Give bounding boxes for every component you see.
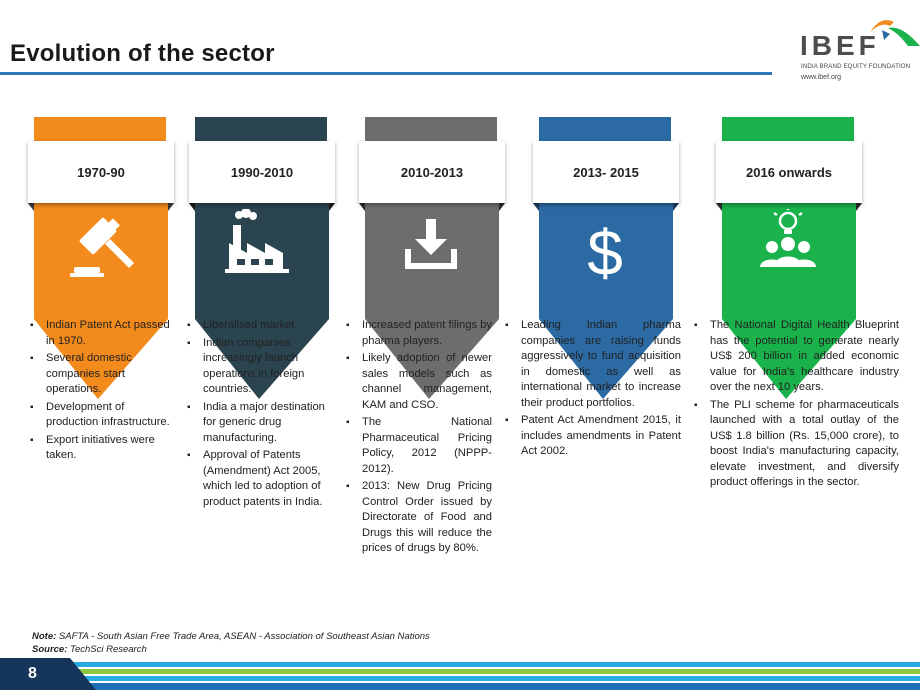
svg-text:$: $	[587, 217, 623, 281]
bullet-item: Several domestic companies start operati…	[30, 351, 176, 398]
logo-url: www.ibef.org	[801, 74, 842, 81]
download-icon	[405, 219, 457, 269]
source-text: TechSci Research	[67, 644, 147, 655]
period-label: 1970-90	[77, 164, 125, 180]
bullet-item: Liberalised market.	[187, 318, 333, 334]
page-title: Evolution of the sector	[10, 40, 275, 67]
column-arrow-shape	[359, 203, 505, 399]
bullet-item: The PLI scheme for pharmaceuticals launc…	[694, 398, 899, 491]
column-top-bar	[34, 117, 166, 141]
ibef-bird-icon	[870, 20, 920, 46]
column-top-bar	[365, 117, 497, 141]
gavel-icon	[70, 217, 135, 277]
source-label: Source:	[32, 644, 68, 655]
period-card: 2016 onwards	[716, 141, 862, 203]
column-arrow-shape	[28, 203, 174, 399]
period-label: 2013- 2015	[573, 164, 639, 180]
bullet-item: India a major destination for generic dr…	[187, 400, 333, 447]
column-top-bar	[195, 117, 327, 141]
period-label: 2010-2013	[400, 164, 464, 180]
factory-icon	[225, 209, 289, 273]
bullet-item: Leading Indian pharma companies are rais…	[505, 318, 681, 411]
logo-wordmark: IBEF	[800, 30, 880, 61]
period-label: 1990-2010	[230, 164, 294, 180]
bullet-list-2010-2013: Increased patent filings by pharma playe…	[346, 318, 492, 559]
bullet-item: Increased patent filings by pharma playe…	[346, 318, 492, 349]
note-label: Note:	[32, 631, 57, 642]
bullet-list-2013-2015: Leading Indian pharma companies are rais…	[505, 318, 681, 462]
period-card: 1970-90	[28, 141, 174, 203]
period-label: 2016 onwards	[746, 164, 832, 180]
bullet-item: The National Digital Health Blueprint ha…	[694, 318, 899, 396]
bullet-item: Indian Patent Act passed in 1970.	[30, 318, 176, 349]
bullet-item: Likely adoption of newer sales models su…	[346, 351, 492, 413]
bullet-item: Indian companies increasingly launch ope…	[187, 336, 333, 398]
column-top-bar	[722, 117, 854, 141]
bullet-item: The National Pharmaceutical Pricing Poli…	[346, 415, 492, 477]
column-top-bar	[539, 117, 671, 141]
bullet-list-1990-2010: Liberalised market. Indian companies inc…	[187, 318, 333, 512]
team-idea-icon	[760, 209, 816, 267]
footnote: Note: SAFTA - South Asian Free Trade Are…	[32, 630, 430, 656]
period-card: 2013- 2015	[533, 141, 679, 203]
bullet-list-1970-90: Indian Patent Act passed in 1970. Severa…	[30, 318, 176, 466]
period-card: 2010-2013	[359, 141, 505, 203]
page-number: 8	[28, 665, 37, 682]
dollar-icon: $	[587, 217, 623, 281]
period-card: 1990-2010	[189, 141, 335, 203]
logo-tagline: INDIA BRAND EQUITY FOUNDATION	[801, 63, 911, 70]
bullet-item: Export initiatives were taken.	[30, 433, 176, 464]
ibef-logo: IBEF INDIA BRAND EQUITY FOUNDATION www.i…	[800, 20, 920, 92]
bullet-item: Patent Act Amendment 2015, it includes a…	[505, 413, 681, 460]
bullet-item: Approval of Patents (Amendment) Act 2005…	[187, 448, 333, 510]
note-text: SAFTA - South Asian Free Trade Area, ASE…	[56, 631, 430, 642]
bullet-list-2016-onwards: The National Digital Health Blueprint ha…	[694, 318, 899, 493]
footer-stripes	[0, 658, 920, 690]
title-underline	[0, 72, 772, 75]
bullet-item: 2013: New Drug Pricing Control Order iss…	[346, 479, 492, 557]
bullet-item: Development of production infrastructure…	[30, 400, 176, 431]
